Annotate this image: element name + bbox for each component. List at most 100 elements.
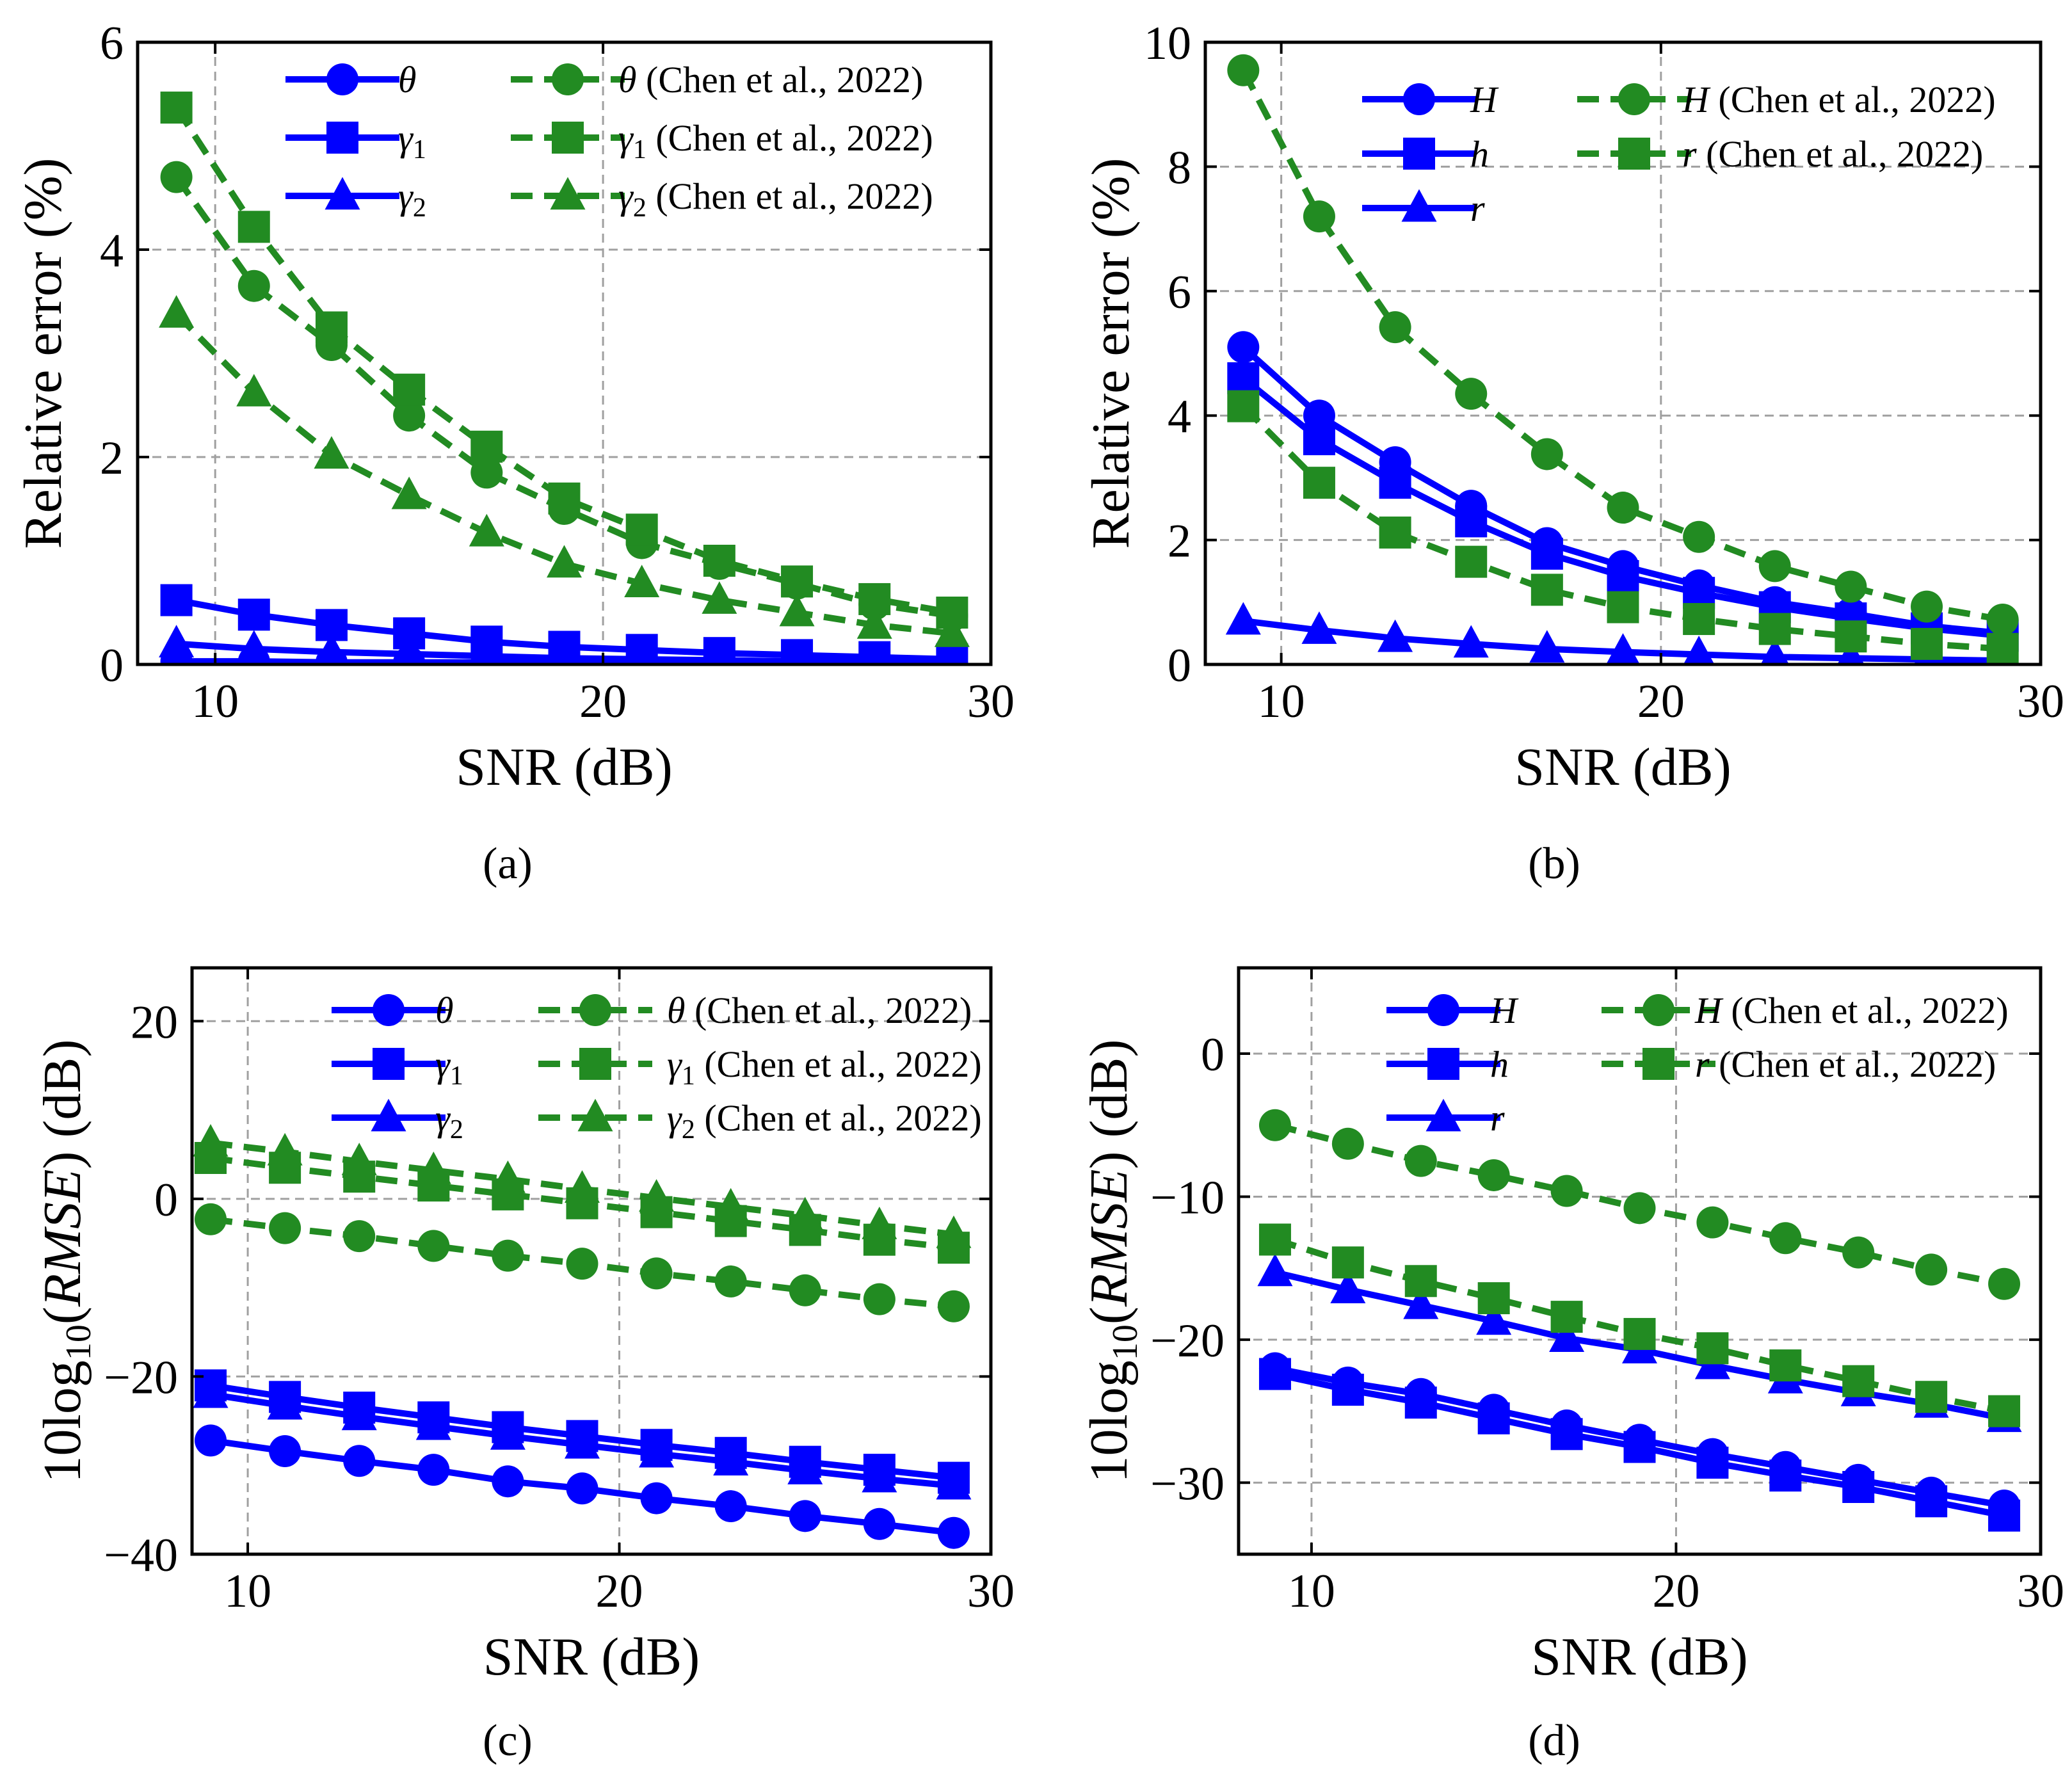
data-point — [1915, 1253, 1948, 1286]
data-point — [1258, 1223, 1291, 1256]
legend-marker — [1427, 994, 1459, 1026]
legend-entry: γ2 (Chen et al., 2022) — [538, 1097, 982, 1145]
legend: Hhr H (Chen et al., 2022) r (Chen et al., … — [1362, 79, 1996, 229]
series-1 — [1227, 362, 2019, 652]
data-point — [490, 1417, 526, 1450]
data-point — [1606, 633, 1640, 664]
data-point — [472, 637, 502, 664]
data-point — [315, 311, 348, 344]
data-point — [863, 1507, 895, 1540]
data-point — [714, 1265, 747, 1298]
data-point — [1835, 570, 1867, 603]
data-point — [1988, 1267, 2021, 1300]
data-point — [391, 476, 427, 510]
data-point — [236, 630, 272, 663]
data-point — [341, 1143, 377, 1175]
legend-marker — [552, 122, 584, 154]
y-axis-label: 10log10(RMSE) (dB) — [33, 1040, 99, 1483]
y-tick-label: −20 — [1150, 1315, 1225, 1367]
data-point — [1607, 492, 1639, 524]
legend-entry: H — [1386, 990, 1519, 1031]
legend-label: γ2 — [435, 1097, 463, 1145]
legend-marker — [1642, 1048, 1674, 1080]
legend-entry: r — [1362, 188, 1485, 229]
legend-marker — [1403, 83, 1435, 115]
chart-panel-a: 10 20 30 0 2 4 6 SNR (dB) Relative error (%) θ γ1 γ… — [13, 17, 1015, 888]
data-point — [1227, 54, 1260, 86]
legend-entry: γ1 (Chen et al., 2022) — [511, 117, 933, 165]
legend-marker — [579, 994, 611, 1026]
data-point — [937, 1290, 970, 1322]
data-point — [393, 373, 426, 406]
data-point — [1477, 1402, 1510, 1434]
x-tick-label: 20 — [1637, 675, 1685, 728]
data-point — [713, 1187, 749, 1221]
data-point — [1403, 1286, 1439, 1319]
legend-marker — [373, 994, 405, 1026]
legend-label: θ (Chen et al., 2022) — [667, 990, 972, 1031]
chart-panel-c: 10 20 30 −40 −20 0 20 SNR (dB) 10log10(RMSE) (dB… — [33, 966, 1015, 1765]
data-point — [159, 625, 195, 657]
data-point — [787, 1196, 823, 1230]
data-point — [547, 545, 582, 578]
data-point — [393, 635, 425, 664]
data-point — [236, 374, 272, 406]
data-point — [639, 1179, 675, 1212]
data-point — [1330, 1271, 1366, 1304]
data-point — [564, 1170, 600, 1203]
legend-marker — [552, 63, 584, 95]
legend-entry: γ2 (Chen et al., 2022) — [511, 175, 933, 223]
data-point — [1607, 591, 1639, 623]
legend-label: θ — [435, 990, 454, 1031]
data-point — [314, 436, 349, 469]
data-point — [1379, 516, 1411, 549]
data-point — [550, 639, 578, 664]
data-point — [1404, 1145, 1437, 1177]
legend-marker — [1403, 138, 1435, 170]
data-point — [1476, 1302, 1512, 1335]
plot-frame — [1203, 40, 2043, 666]
series-group — [1257, 1109, 2022, 1532]
x-tick-label: 10 — [1258, 675, 1305, 728]
data-point — [343, 1220, 376, 1253]
data-point — [1758, 550, 1791, 583]
legend-label: r (Chen et al., 2022) — [1695, 1043, 1996, 1085]
data-point — [1911, 590, 1943, 623]
data-point — [1683, 635, 1715, 664]
y-tick-label: 20 — [131, 996, 178, 1049]
series-group — [193, 1123, 972, 1549]
x-tick-label: 30 — [967, 675, 1015, 728]
data-point — [1477, 1159, 1510, 1191]
series-4 — [1258, 1223, 2021, 1427]
data-point — [934, 614, 970, 647]
legend-entry: θ — [332, 990, 454, 1031]
data-point — [267, 1386, 303, 1420]
series-4 — [195, 1142, 970, 1264]
data-point — [195, 1203, 227, 1235]
x-axis-label: SNR (dB) — [1531, 1627, 1747, 1687]
data-point — [417, 1454, 450, 1486]
data-point — [713, 1443, 749, 1476]
data-point — [940, 643, 964, 664]
data-point — [639, 1434, 675, 1468]
panel-caption: (d) — [1528, 1716, 1580, 1765]
x-tick-label: 30 — [2017, 675, 2064, 728]
legend-marker — [326, 63, 358, 95]
x-axis-label: SNR (dB) — [483, 1627, 700, 1687]
data-point — [862, 642, 887, 664]
x-tick-label: 10 — [191, 675, 239, 728]
legend-label: h — [1470, 133, 1489, 175]
data-point — [1227, 362, 1260, 394]
plot-frame — [190, 966, 993, 1556]
legend-label: H (Chen et al., 2022) — [1694, 990, 2009, 1031]
data-point — [1225, 602, 1261, 635]
data-point — [1988, 1499, 2021, 1532]
data-point — [624, 565, 660, 598]
gridlines — [138, 42, 991, 664]
x-tick-label: 20 — [579, 675, 627, 728]
data-point — [314, 633, 349, 664]
data-point — [1696, 1332, 1729, 1365]
legend-entry: θ (Chen et al., 2022) — [538, 990, 972, 1031]
data-point — [1331, 1246, 1364, 1279]
data-point — [1607, 559, 1639, 592]
